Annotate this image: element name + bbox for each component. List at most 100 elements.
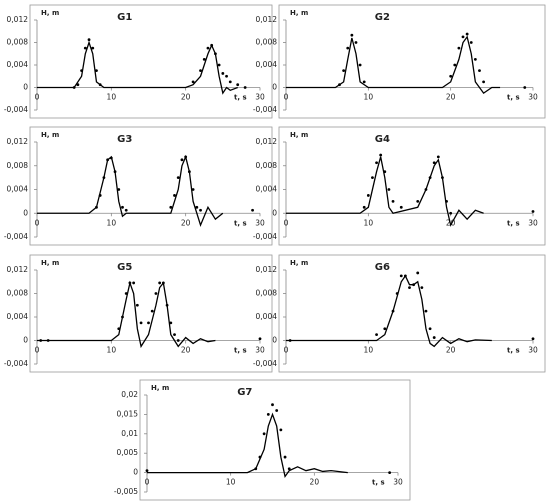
- y-tick-label: 0: [23, 208, 28, 217]
- measured-point: [457, 46, 461, 50]
- measured-point: [87, 38, 91, 42]
- measured-point: [39, 339, 43, 342]
- panel-border: [29, 4, 273, 119]
- measured-point: [158, 281, 162, 285]
- y-tick-label: 0,008: [256, 161, 278, 170]
- measured-point: [420, 286, 424, 290]
- x-tick-label: 10: [226, 478, 236, 487]
- measured-point: [76, 83, 80, 87]
- measured-point: [399, 274, 403, 278]
- x-tick-label: 0: [35, 93, 40, 102]
- measured-point: [191, 80, 195, 84]
- measured-point: [206, 46, 210, 50]
- measured-point: [46, 339, 50, 342]
- x-tick-label: 10: [107, 346, 117, 355]
- chart-title: G5: [117, 262, 132, 273]
- measured-point: [531, 210, 535, 213]
- panel-border: [29, 126, 273, 246]
- measured-point: [72, 86, 76, 89]
- panel-border: [278, 126, 546, 246]
- x-tick-label: 30: [393, 478, 403, 487]
- measured-point: [441, 176, 444, 180]
- chart-title: G7: [237, 387, 252, 398]
- measured-point: [271, 403, 274, 407]
- measured-point: [366, 194, 370, 197]
- measured-point: [173, 333, 176, 337]
- panel-border: [278, 254, 546, 373]
- measured-point: [288, 339, 292, 342]
- measured-point: [428, 176, 432, 180]
- measured-point: [403, 274, 407, 278]
- measured-point: [449, 211, 453, 215]
- measured-point: [91, 46, 95, 50]
- y-axis-label: H, m: [41, 131, 59, 139]
- measured-point: [453, 63, 457, 67]
- measured-point: [184, 155, 188, 159]
- x-axis-label: t, s: [507, 347, 520, 355]
- measured-point: [102, 176, 106, 180]
- measured-point: [117, 327, 121, 331]
- measured-point: [478, 69, 481, 73]
- measured-point: [387, 188, 391, 191]
- measured-point: [416, 199, 420, 203]
- measured-point: [424, 188, 428, 191]
- x-tick-label: 10: [107, 218, 117, 227]
- chart-title: G1: [117, 12, 132, 23]
- y-tick-label: 0: [133, 468, 138, 477]
- y-tick-label: -0,004: [253, 359, 277, 368]
- measured-point: [150, 309, 154, 313]
- x-tick-label: 30: [528, 93, 538, 102]
- measured-point: [338, 83, 341, 87]
- y-tick-label: 0,01: [121, 429, 138, 438]
- y-tick-label: -0,004: [253, 105, 277, 114]
- y-tick-label: 0,004: [256, 185, 278, 194]
- x-tick-label: 10: [364, 346, 374, 355]
- x-tick-label: 0: [35, 346, 40, 355]
- x-axis-label: t, s: [372, 479, 385, 487]
- measured-point: [165, 303, 169, 307]
- model-line: [286, 274, 492, 348]
- measured-point: [132, 281, 136, 285]
- y-tick-label: 0: [23, 83, 28, 92]
- x-tick-label: 10: [364, 218, 374, 227]
- measured-point: [254, 467, 258, 471]
- y-tick-label: 0,004: [7, 312, 29, 321]
- y-axis-label: H, m: [290, 9, 308, 17]
- measured-point: [98, 194, 102, 197]
- y-tick-label: 0,015: [117, 409, 139, 418]
- measured-point: [202, 57, 206, 61]
- measured-point: [139, 321, 143, 325]
- chart-title: G3: [117, 134, 132, 145]
- measured-point: [176, 339, 180, 342]
- measured-point: [187, 170, 191, 174]
- x-tick-label: 0: [145, 478, 150, 487]
- measured-point: [128, 281, 132, 285]
- measured-point: [210, 43, 214, 47]
- measured-point: [482, 80, 485, 84]
- measured-point: [275, 409, 279, 412]
- y-tick-label: 0,02: [121, 390, 138, 399]
- x-axis-label: t, s: [234, 94, 247, 102]
- measured-point: [121, 205, 124, 209]
- measured-point: [83, 46, 87, 50]
- x-tick-label: 30: [528, 218, 538, 227]
- measured-point: [523, 86, 527, 89]
- measured-point: [236, 83, 240, 87]
- y-tick-label: 0,004: [256, 60, 278, 69]
- measured-point: [243, 86, 247, 89]
- x-tick-label: 30: [255, 346, 265, 355]
- measured-point: [214, 52, 217, 56]
- measured-point: [428, 327, 432, 331]
- measured-point: [449, 74, 453, 78]
- measured-point: [161, 281, 165, 285]
- y-tick-label: -0,004: [253, 232, 277, 241]
- y-tick-label: -0,005: [114, 487, 138, 496]
- measured-point: [169, 205, 173, 209]
- x-axis-label: t, s: [507, 219, 520, 227]
- measured-point: [173, 194, 176, 197]
- x-tick-label: 30: [255, 93, 265, 102]
- chart-title: G6: [375, 262, 390, 273]
- measured-point: [195, 205, 199, 209]
- measured-point: [217, 63, 221, 67]
- y-tick-label: 0: [272, 83, 277, 92]
